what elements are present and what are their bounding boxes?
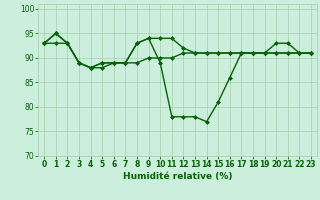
X-axis label: Humidité relative (%): Humidité relative (%): [123, 172, 232, 181]
